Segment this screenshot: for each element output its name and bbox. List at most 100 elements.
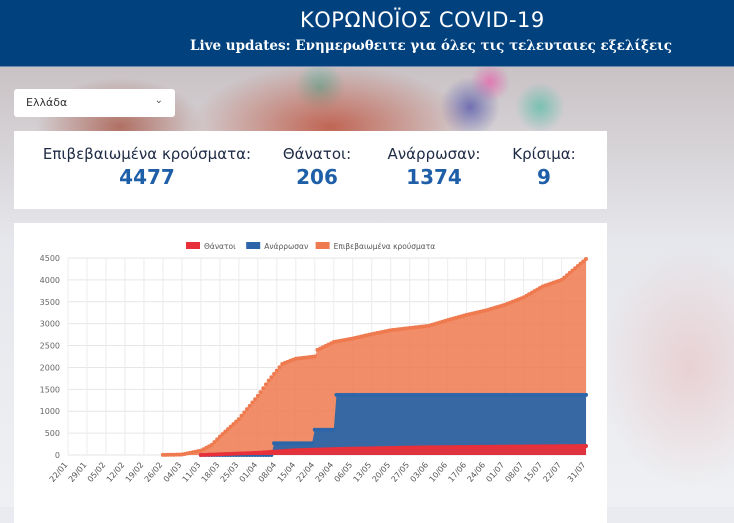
data-point	[242, 410, 247, 415]
x-tick-label: 22/01	[48, 461, 70, 484]
x-tick-label: 08/04	[257, 461, 279, 484]
data-point	[570, 268, 575, 273]
stat-critical: Κρίσιμα: 9	[504, 145, 584, 189]
y-tick-label: 1000	[40, 407, 60, 416]
area-1	[200, 394, 586, 455]
data-point	[234, 419, 239, 424]
x-tick-label: 26/02	[143, 461, 165, 484]
stat-label: Ανάρρωσαν:	[387, 145, 481, 163]
data-point	[255, 393, 260, 398]
y-tick-label: 1500	[40, 385, 60, 394]
stat-value: 206	[296, 165, 338, 189]
data-point	[250, 400, 255, 405]
y-tick-label: 2000	[40, 363, 60, 372]
stat-value: 9	[537, 165, 551, 189]
data-point	[331, 427, 336, 432]
data-point	[263, 382, 268, 387]
country-select-value: Ελλάδα	[26, 96, 68, 109]
data-point	[239, 413, 244, 418]
legend-swatch	[246, 242, 261, 249]
data-point	[310, 441, 315, 446]
x-tick-label: 25/03	[219, 461, 241, 484]
x-tick-label: 17/06	[446, 461, 468, 484]
data-point	[565, 273, 570, 278]
x-tick-label: 13/05	[352, 461, 374, 484]
x-tick-label: 15/04	[276, 461, 298, 484]
data-point	[567, 270, 572, 275]
y-tick-label: 3000	[40, 320, 60, 329]
x-tick-label: 19/02	[124, 461, 146, 484]
x-tick-label: 22/07	[541, 461, 563, 484]
data-point	[575, 263, 580, 268]
data-point	[231, 422, 236, 427]
stat-label: Κρίσιμα:	[512, 145, 576, 163]
stat-value: 1374	[406, 165, 462, 189]
data-point	[226, 427, 231, 432]
data-point	[209, 442, 214, 447]
x-tick-label: 20/05	[371, 461, 393, 484]
area-0	[200, 445, 586, 455]
x-tick-label: 15/07	[522, 461, 544, 484]
covid-chart: 0 500 1000 1500 2000 2500 3000 3500 4000 4500 22/0…	[40, 242, 588, 484]
x-tick-label: 06/05	[333, 461, 355, 484]
x-tick-label: 18/03	[200, 461, 222, 484]
x-tick-label: 29/04	[314, 461, 336, 484]
data-point	[277, 365, 282, 370]
data-point	[573, 266, 578, 271]
data-point	[578, 261, 583, 266]
x-tick-label: 05/02	[86, 461, 108, 484]
data-point	[584, 392, 588, 397]
x-tick-label: 24/06	[465, 461, 487, 484]
legend-label: Θάνατοι	[204, 242, 236, 251]
y-tick-label: 4000	[40, 276, 60, 285]
stat-confirmed: Επιβεβαιωμένα κρούσματα: 4477	[42, 145, 252, 189]
legend-label: Επιβεβαιωμένα κρούσματα	[334, 242, 436, 251]
stat-value: 4477	[119, 165, 175, 189]
x-tick-label: 27/05	[390, 461, 412, 484]
x-tick-label: 29/01	[67, 461, 89, 484]
data-point	[223, 429, 228, 434]
legend-label: Ανάρρωσαν	[264, 242, 308, 251]
data-point	[312, 354, 317, 359]
data-point	[244, 407, 249, 412]
data-point	[559, 277, 564, 282]
x-tick-label: 11/03	[181, 461, 203, 484]
stat-recovered: Ανάρρωσαν: 1374	[379, 145, 489, 189]
chart-card: 0 500 1000 1500 2000 2500 3000 3500 4000 4500 22/0…	[14, 223, 607, 523]
data-point	[215, 437, 220, 442]
data-point	[258, 390, 263, 395]
page-subtitle: Live updates: Ενημερωθειτε για όλες τις …	[190, 38, 672, 54]
data-point	[266, 378, 271, 383]
y-tick-label: 2500	[40, 342, 60, 351]
data-point	[236, 417, 241, 422]
x-tick-label: 31/07	[566, 461, 588, 484]
data-point	[269, 375, 274, 380]
data-point	[581, 259, 586, 264]
data-point	[217, 434, 222, 439]
x-tick-label: 12/02	[105, 461, 127, 484]
legend-swatch	[186, 242, 200, 249]
data-point	[562, 275, 567, 280]
data-point	[253, 397, 258, 402]
data-point	[584, 443, 588, 448]
data-point	[584, 257, 588, 262]
x-tick-label: 10/06	[427, 461, 449, 484]
header: ΚΟΡΩΝΟΪΟΣ COVID-19 Live updates: Ενημερω…	[0, 0, 734, 67]
y-tick-label: 3500	[40, 298, 60, 307]
x-tick-label: 22/04	[295, 461, 317, 484]
y-tick-label: 500	[45, 429, 60, 438]
page-title: ΚΟΡΩΝΟΪΟΣ COVID-19	[300, 8, 545, 32]
stat-label: Θάνατοι:	[282, 145, 352, 163]
x-tick-label: 08/07	[503, 461, 525, 484]
data-point	[274, 368, 279, 373]
stats-card: Επιβεβαιωμένα κρούσματα: 4477 Θάνατοι: 2…	[14, 131, 607, 209]
country-select[interactable]: Ελλάδα ⌄	[14, 89, 175, 117]
data-point	[272, 371, 277, 376]
stat-deaths: Θάνατοι: 206	[277, 145, 357, 189]
x-tick-label: 01/07	[484, 461, 506, 484]
legend-swatch	[315, 242, 330, 249]
x-tick-label: 03/06	[409, 461, 431, 484]
y-tick-label: 0	[55, 451, 60, 460]
data-point	[247, 403, 252, 408]
data-point	[228, 424, 233, 429]
